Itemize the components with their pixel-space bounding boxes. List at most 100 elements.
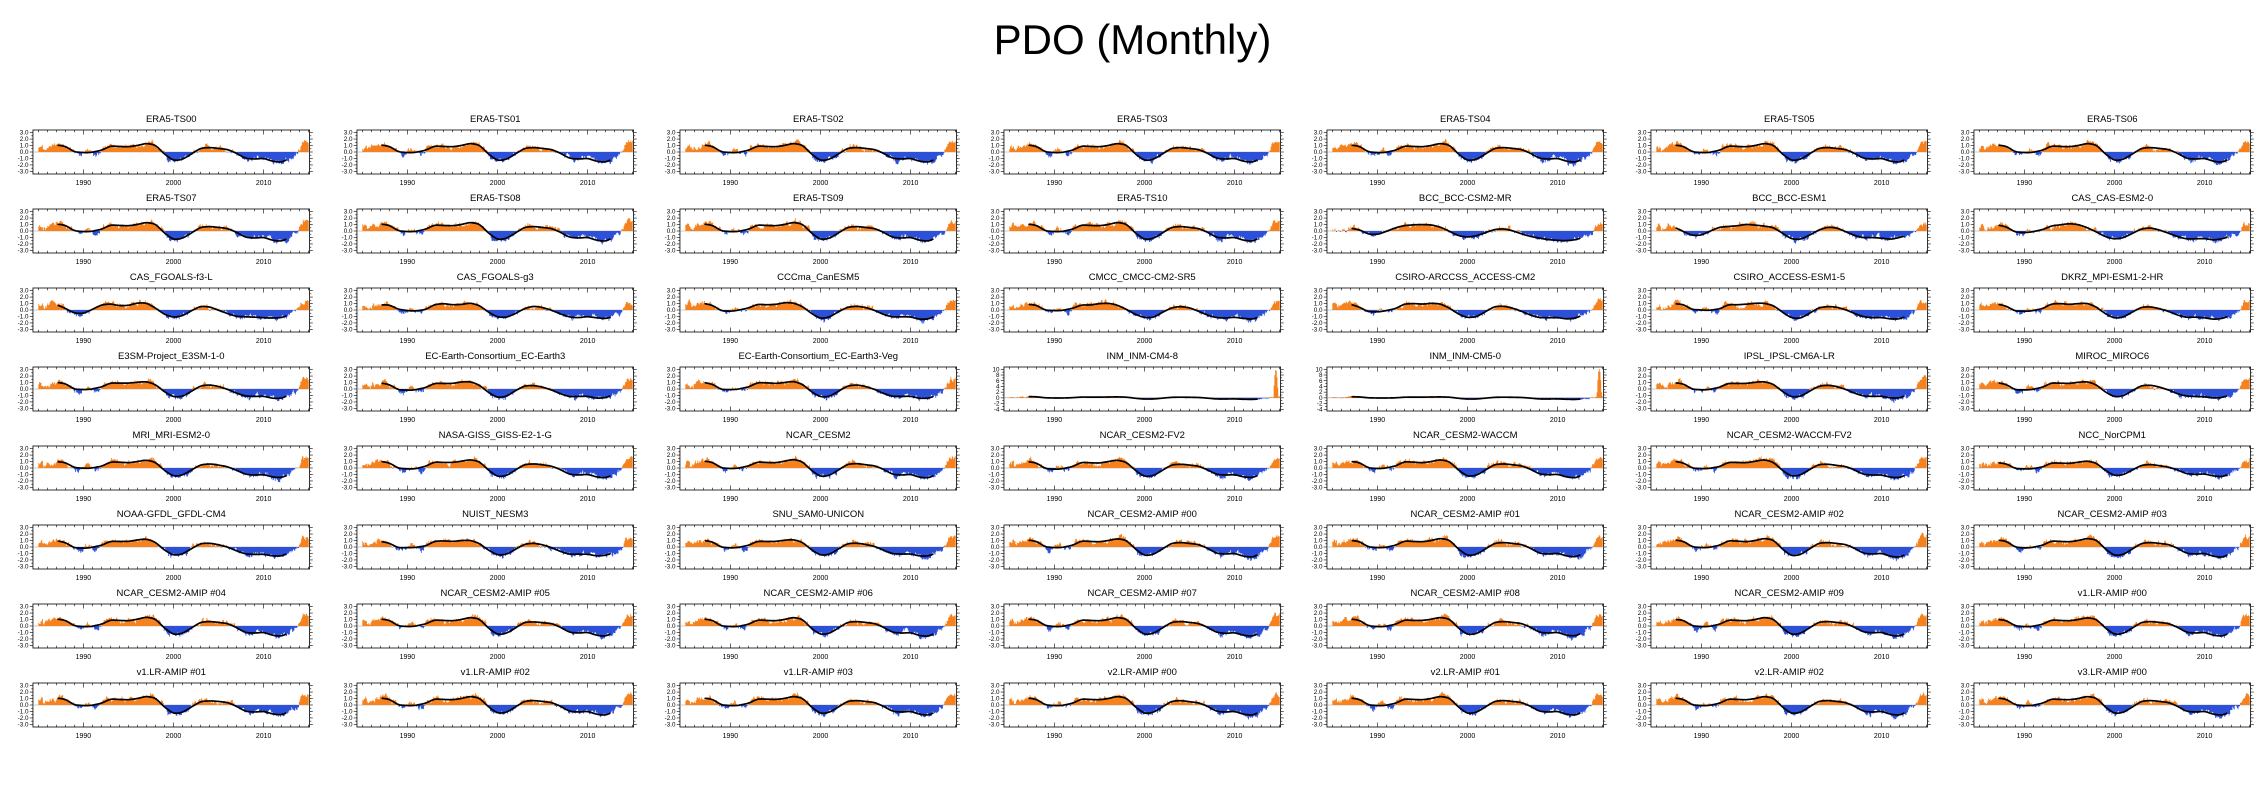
y-tick-label: -2.0 [1959, 399, 1970, 406]
y-tick-label: -2.0 [988, 478, 999, 485]
y-tick-label: 1.0 [990, 459, 999, 466]
x-tick-label: 2010 [1550, 654, 1566, 661]
x-tick-label: 1990 [76, 575, 92, 582]
y-tick-label: -3.0 [1312, 327, 1323, 334]
y-tick-label: -1.0 [1635, 235, 1646, 242]
y-tick-label: -1.0 [18, 551, 29, 558]
pdo-chart: 1990 2000 2010 3.02.01.00.0-1.0-2.0-3.0 ERA5… [1635, 114, 1931, 187]
lowpass-line [380, 539, 611, 557]
y-tick-label: -1.0 [665, 551, 676, 558]
y-tick-label: -3.0 [1312, 564, 1323, 571]
x-tick-label: 1990 [1693, 180, 1709, 187]
y-tick-label: 2.0 [990, 136, 999, 143]
panel-title: MRI_MRI-ESM2-0 [133, 430, 210, 441]
y-tick-label: -3.0 [1959, 248, 1970, 255]
pdo-panel: 1990 2000 2010 3.0 2.0 1.0 0.0 -1.0 -2.0 -3.0 ERA5… [0, 189, 324, 268]
x-tick-label: 1990 [76, 654, 92, 661]
pdo-chart: 1990 2000 2010 3.02.01.00.0-1.0-2.0-3.0 NCC_… [1959, 430, 2255, 503]
x-tick-label: 2000 [1136, 654, 1152, 661]
x-tick-label: 2010 [1227, 575, 1243, 582]
lowpass-line [1028, 459, 1258, 479]
y-tick-label: 1.0 [1638, 222, 1647, 229]
y-tick-label: -3.0 [18, 248, 29, 255]
pdo-chart: 1990 2000 2010 3.02.01.00.0-1.0-2.0-3.0 NCAR… [665, 588, 960, 661]
y-tick-label: 0.0 [1961, 228, 1970, 235]
panel-title: SNU_SAM0-UNICON [773, 509, 865, 520]
y-tick-label: 1.0 [1961, 538, 1970, 545]
y-tick-label: -3.0 [18, 169, 29, 176]
y-tick-label: -2.0 [1635, 241, 1646, 248]
plot-frame [1326, 366, 1605, 412]
pdo-panel: 1990 2000 2010 3.0 2.0 1.0 0.0 -1.0 -2.0 -3.0 CSIR… [1618, 268, 1942, 347]
panel-title: EC-Earth-Consortium_EC-Earth3-Veg [739, 351, 899, 362]
x-tick-label: 2000 [489, 496, 505, 503]
y-tick-label: -1.0 [1959, 156, 1970, 163]
x-tick-label: 2000 [1460, 259, 1476, 266]
pdo-chart: 1990 2000 2010 3.02.01.00.0-1.0-2.0-3.0 MRI_… [18, 430, 313, 503]
x-tick-label: 1990 [1046, 575, 1062, 582]
y-tick-label: 0.0 [990, 149, 999, 156]
y-tick-label: -2.0 [1959, 320, 1970, 327]
y-tick-label: 8 [1319, 372, 1323, 379]
y-tick-label: -1.0 [18, 235, 29, 242]
y-tick-label: -2.0 [665, 162, 676, 169]
lowpass-line [704, 538, 934, 557]
y-tick-label: 3.0 [1961, 367, 1970, 374]
x-tick-label: 2000 [813, 338, 829, 345]
x-tick-label: 1990 [1693, 338, 1709, 345]
y-tick-label: -2.0 [1312, 241, 1323, 248]
y-tick-label: 2.0 [1961, 215, 1970, 222]
x-tick-label: 2000 [166, 338, 182, 345]
y-tick-label: -2.0 [1635, 162, 1646, 169]
x-tick-label: 2000 [1460, 575, 1476, 582]
y-tick-label: 1.0 [1638, 538, 1647, 545]
panel-title: IPSL_IPSL-CM6A-LR [1744, 351, 1835, 362]
pdo-chart: 1990 2000 2010 3.02.01.00.0-1.0-2.0-3.0 ERA5… [341, 193, 637, 266]
pdo-chart: 1990 2000 2010 3.02.01.00.0-1.0-2.0-3.0 BCC_… [1312, 193, 1608, 266]
y-tick-label: -3.0 [988, 643, 999, 650]
lowpass-line [380, 302, 611, 320]
lowpass-line [1351, 537, 1581, 558]
x-tick-label: 1990 [399, 417, 415, 424]
x-tick-label: 2010 [903, 338, 919, 345]
pdo-chart: 1990 2000 2010 3.02.01.00.0-1.0-2.0-3.0 ERA5… [1959, 114, 2255, 187]
y-tick-label: 0.0 [1638, 465, 1647, 472]
y-tick-label: -1.0 [988, 235, 999, 242]
y-tick-label: 0.0 [343, 228, 352, 235]
x-tick-label: 2010 [1550, 496, 1566, 503]
panel-title: DKRZ_MPI-ESM1-2-HR [2062, 272, 2164, 283]
y-tick-label: 3.0 [20, 367, 29, 374]
y-tick-label: -2 [994, 401, 1000, 408]
y-tick-label: -1.0 [341, 314, 352, 321]
x-tick-label: 2000 [489, 338, 505, 345]
y-tick-label: 6 [996, 378, 1000, 385]
y-tick-label: 2.0 [20, 373, 29, 380]
x-tick-label: 1990 [1693, 417, 1709, 424]
pdo-chart: 1990 2000 2010 3.02.01.00.0-1.0-2.0-3.0 E3SM… [18, 351, 313, 424]
y-tick-label: 0.0 [1961, 386, 1970, 393]
x-tick-label: 2010 [256, 338, 272, 345]
x-tick-label: 1990 [1046, 338, 1062, 345]
y-tick-label: -3.0 [18, 485, 29, 492]
lowpass-line [1675, 380, 1905, 399]
pdo-panel: 1990 2000 2010 3.0 2.0 1.0 0.0 -1.0 -2.0 -3.0 NCAR… [1618, 584, 1942, 663]
panel-title: ERA5-TS03 [1117, 114, 1168, 125]
lowpass-line [704, 616, 934, 637]
y-tick-label: 3.0 [1314, 525, 1323, 532]
pdo-chart: 1990 2000 2010 3.02.01.00.0-1.0-2.0-3.0 ERA5… [665, 193, 960, 266]
x-tick-label: 2010 [1227, 496, 1243, 503]
y-tick-label: -3.0 [665, 564, 676, 571]
lowpass-line [704, 380, 934, 400]
lowpass-line [380, 221, 611, 242]
lowpass-line [1351, 302, 1581, 320]
x-tick-label: 2000 [1136, 259, 1152, 266]
y-tick-label: -2.0 [1635, 557, 1646, 564]
x-tick-label: 1990 [76, 338, 92, 345]
x-tick-label: 2000 [813, 575, 829, 582]
y-tick-label: -2.0 [665, 636, 676, 643]
y-tick-label: 1.0 [343, 222, 352, 229]
y-tick-label: 1.0 [343, 538, 352, 545]
y-tick-label: -1.0 [988, 314, 999, 321]
y-tick-label: 0 [1319, 395, 1323, 402]
pdo-panel: 1990 2000 2010 3.0 2.0 1.0 0.0 -1.0 -2.0 -3.0 NASA… [324, 426, 648, 505]
